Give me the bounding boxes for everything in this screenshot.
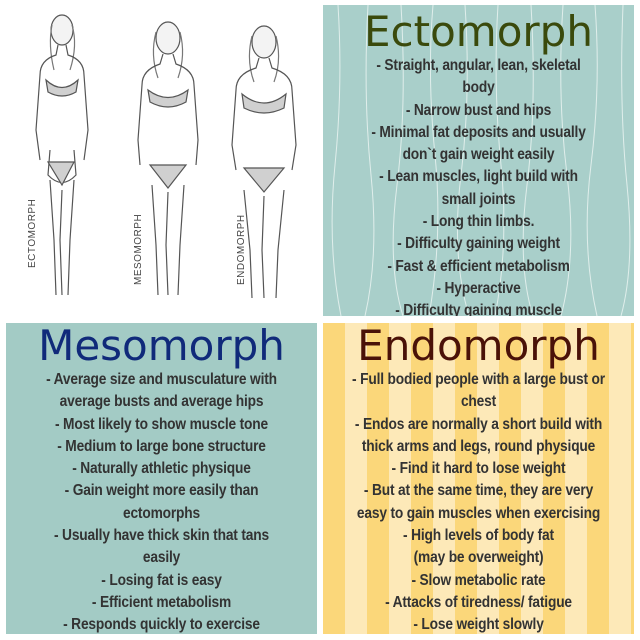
ectomorph-panel: Ectomorph - Straight, angular, lean, ske… (323, 5, 634, 316)
ectomorph-title: Ectomorph (364, 7, 593, 56)
mesomorph-panel: Mesomorph - Average size and musculature… (6, 323, 317, 634)
trait-line: thick arms and legs, round physique (361, 437, 596, 455)
endomorph-traits: - Full bodied people with a large bust o… (323, 369, 634, 634)
trait-line: - Losing fat is easy (101, 571, 222, 589)
trait-line: - Usually have thick skin that tans (54, 527, 269, 545)
trait-line: - Narrow bust and hips (405, 101, 552, 119)
endomorph-panel: Endomorph - Full bodied people with a la… (323, 323, 634, 634)
endomorph-title: Endomorph (357, 323, 600, 370)
ectomorph-figure-label: ECTOMORPH (27, 198, 38, 268)
trait-line: - Long thin limbs. (422, 213, 535, 231)
mesomorph-traits: - Average size and musculature with aver… (6, 369, 317, 634)
trait-line: - High levels of body fat (403, 527, 554, 545)
vine-pattern-background (331, 5, 631, 316)
endomorph-figure-label: ENDOMORPH (236, 214, 247, 285)
trait-line: - Difficulty gaining muscle (395, 302, 562, 316)
trait-line: chest (460, 393, 497, 411)
trait-line: - Medium to large bone structure (57, 437, 266, 455)
trait-line: average busts and average hips (59, 393, 264, 411)
body-type-figures-illustration: ECTOMORPH MESOMORPH ENDOMORPH (0, 0, 320, 320)
trait-line: - Fast & efficient metabolism (387, 257, 570, 275)
trait-line: easy to gain muscles when exercising (356, 504, 601, 522)
trait-line: ectomorphs (122, 504, 201, 522)
trait-line: - Lean muscles, light build with (379, 168, 578, 186)
trait-line: - Attacks of tiredness/ fatigue (385, 593, 572, 611)
trait-line: - Responds quickly to exercise (63, 616, 260, 634)
mesomorph-figure (137, 21, 199, 296)
trait-line: (may be overweight) (413, 549, 544, 567)
mesomorph-title: Mesomorph (38, 323, 285, 370)
trait-line: - Lose weight slowly (413, 616, 544, 634)
trait-line: - Gain weight more easily than (64, 482, 259, 500)
trait-line: - Full bodied people with a large bust o… (352, 371, 605, 388)
trait-line: - Straight, angular, lean, skeletal (376, 57, 581, 74)
trait-line: - Naturally athletic physique (72, 460, 251, 478)
trait-line: - Difficulty gaining weight (397, 235, 560, 253)
trait-line: - Most likely to show muscle tone (54, 415, 268, 433)
trait-line: - Endos are normally a short build with (354, 415, 603, 433)
trait-line: - Find it hard to lose weight (391, 460, 566, 478)
trait-line: - But at the same time, they are very (363, 482, 594, 500)
ectomorph-traits: - Straight, angular, lean, skeletal body… (323, 55, 634, 316)
trait-line: - Slow metabolic rate (411, 571, 546, 589)
trait-line: - Efficient metabolism (91, 593, 232, 611)
mesomorph-figure-label: MESOMORPH (133, 213, 144, 285)
trait-line: - Hyperactive (436, 279, 521, 297)
trait-line: - Average size and musculature with (46, 371, 277, 388)
endomorph-figure (231, 25, 297, 299)
figures-drawing (35, 14, 297, 299)
trait-line: don`t gain weight easily (402, 146, 555, 164)
trait-line: body (462, 79, 495, 97)
trait-line: - Minimal fat deposits and usually (371, 123, 586, 141)
ectomorph-figure (35, 14, 89, 296)
trait-line: easily (142, 549, 181, 567)
trait-line: small joints (441, 190, 516, 208)
